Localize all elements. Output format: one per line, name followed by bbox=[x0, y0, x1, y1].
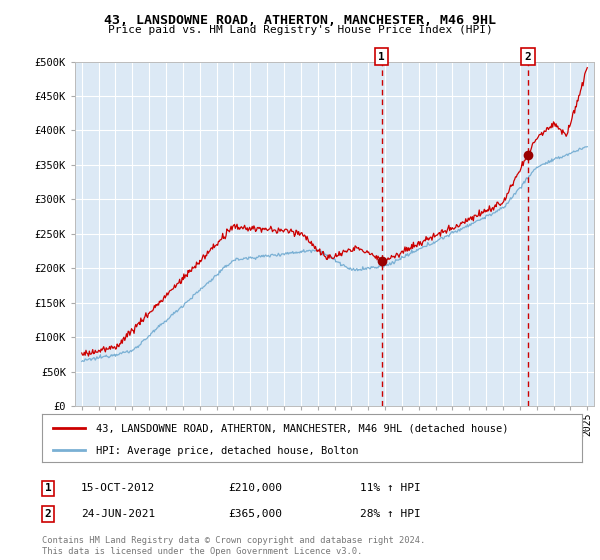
Text: Price paid vs. HM Land Registry's House Price Index (HPI): Price paid vs. HM Land Registry's House … bbox=[107, 25, 493, 35]
Text: Contains HM Land Registry data © Crown copyright and database right 2024.
This d: Contains HM Land Registry data © Crown c… bbox=[42, 536, 425, 556]
Text: 28% ↑ HPI: 28% ↑ HPI bbox=[360, 509, 421, 519]
Text: 43, LANSDOWNE ROAD, ATHERTON, MANCHESTER, M46 9HL: 43, LANSDOWNE ROAD, ATHERTON, MANCHESTER… bbox=[104, 14, 496, 27]
Text: £210,000: £210,000 bbox=[228, 483, 282, 493]
Text: HPI: Average price, detached house, Bolton: HPI: Average price, detached house, Bolt… bbox=[96, 446, 359, 456]
Text: 1: 1 bbox=[378, 52, 385, 62]
Text: £365,000: £365,000 bbox=[228, 509, 282, 519]
Text: 1: 1 bbox=[44, 483, 52, 493]
Text: 15-OCT-2012: 15-OCT-2012 bbox=[81, 483, 155, 493]
Text: 11% ↑ HPI: 11% ↑ HPI bbox=[360, 483, 421, 493]
Text: 2: 2 bbox=[524, 52, 532, 62]
Text: 2: 2 bbox=[44, 509, 52, 519]
Text: 24-JUN-2021: 24-JUN-2021 bbox=[81, 509, 155, 519]
Text: 43, LANSDOWNE ROAD, ATHERTON, MANCHESTER, M46 9HL (detached house): 43, LANSDOWNE ROAD, ATHERTON, MANCHESTER… bbox=[96, 424, 509, 433]
